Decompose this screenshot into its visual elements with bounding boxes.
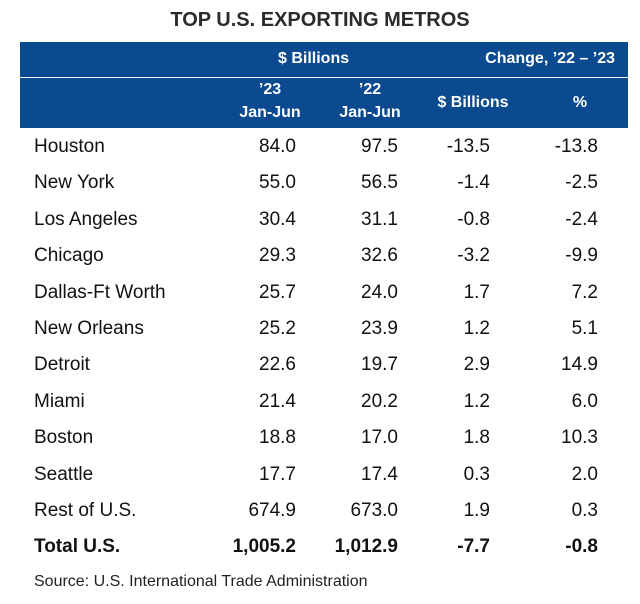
- change-billions: 1.2: [463, 390, 490, 412]
- value-2023: 30.4: [259, 208, 296, 230]
- header-col2-period: Jan-Jun: [339, 104, 401, 121]
- change-billions: 1.8: [463, 427, 490, 449]
- change-billions: -0.8: [457, 208, 490, 230]
- total-change-pct: -0.8: [565, 536, 598, 557]
- table-row: Detroit 22.6 19.7 2.9 14.9: [0, 350, 640, 380]
- header-change-pct: %: [572, 94, 588, 111]
- change-pct: 10.3: [561, 427, 598, 449]
- value-2022: 673.0: [350, 500, 398, 521]
- value-2023: 29.3: [259, 245, 296, 267]
- value-2022: 23.9: [361, 318, 398, 339]
- header-col2-year: ’22: [358, 81, 382, 98]
- value-2023: 17.7: [259, 463, 296, 485]
- value-2023: 55.0: [259, 172, 296, 194]
- value-2022: 20.2: [361, 390, 398, 412]
- change-pct: -9.9: [565, 245, 598, 267]
- change-billions: 1.2: [463, 318, 490, 339]
- table-row: Boston 18.8 17.0 1.8 10.3: [0, 423, 640, 453]
- source-note: Source: U.S. International Trade Adminis…: [34, 573, 368, 590]
- table-row: Los Angeles 30.4 31.1 -0.8 -2.4: [0, 205, 640, 235]
- header-column-row: ’23 Jan-Jun ’22 Jan-Jun $ Billions %: [20, 78, 628, 128]
- value-2022: 97.5: [361, 136, 398, 157]
- change-billions: -1.4: [457, 172, 490, 194]
- change-pct: 6.0: [571, 390, 598, 412]
- value-2022: 17.4: [361, 463, 398, 485]
- table-row: New Orleans 25.2 23.9 1.2 5.1: [0, 314, 640, 344]
- total-metro: Total U.S.: [34, 536, 121, 557]
- header-group-change: Change, ’22 – ’23: [485, 50, 615, 67]
- value-2023: 25.7: [259, 281, 296, 303]
- header-group-row: $ Billions Change, ’22 – ’23: [20, 42, 628, 77]
- total-row: Total U.S. 1,005.2 1,012.9 -7.7 -0.8: [0, 532, 640, 562]
- metro-name: Seattle: [34, 463, 94, 485]
- total-2022: 1,012.9: [334, 536, 398, 557]
- change-pct: 5.1: [571, 318, 598, 339]
- header-col1-period: Jan-Jun: [239, 104, 301, 121]
- change-pct: -13.8: [554, 136, 598, 157]
- change-billions: 1.9: [463, 500, 490, 521]
- value-2023: 18.8: [259, 427, 296, 449]
- change-pct: 0.3: [571, 500, 598, 521]
- change-pct: -2.4: [565, 208, 598, 230]
- total-2023: 1,005.2: [232, 536, 296, 557]
- value-2023: 25.2: [259, 318, 296, 339]
- change-pct: 14.9: [561, 354, 598, 376]
- change-billions: 2.9: [463, 354, 490, 376]
- metro-name: New York: [34, 172, 115, 194]
- change-pct: 7.2: [571, 281, 598, 303]
- header-col1-year: ’23: [258, 81, 282, 98]
- value-2022: 32.6: [361, 245, 398, 267]
- table-row: Seattle 17.7 17.4 0.3 2.0: [0, 460, 640, 490]
- table-row: Miami 21.4 20.2 1.2 6.0: [0, 387, 640, 417]
- change-pct: -2.5: [565, 172, 598, 194]
- header-change-billions: $ Billions: [437, 94, 509, 111]
- change-pct: 2.0: [571, 463, 598, 485]
- value-2023: 84.0: [259, 136, 296, 157]
- table-row: Dallas-Ft Worth 25.7 24.0 1.7 7.2: [0, 278, 640, 308]
- value-2022: 17.0: [361, 427, 398, 449]
- table-row: Rest of U.S. 674.9 673.0 1.9 0.3: [0, 496, 640, 526]
- table-row: New York 55.0 56.5 -1.4 -2.5: [0, 168, 640, 198]
- value-2022: 19.7: [361, 354, 398, 376]
- metro-name: Dallas-Ft Worth: [34, 281, 166, 303]
- change-billions: 0.3: [463, 463, 490, 485]
- change-billions: 1.7: [463, 281, 490, 303]
- metro-name: Los Angeles: [34, 208, 138, 230]
- change-billions: -13.5: [446, 136, 490, 157]
- value-2023: 22.6: [259, 354, 296, 376]
- value-2022: 24.0: [361, 281, 398, 303]
- value-2022: 56.5: [361, 172, 398, 194]
- total-change-billions: -7.7: [457, 536, 490, 557]
- header-group-billions: $ Billions: [278, 50, 350, 67]
- metro-name: Miami: [34, 390, 85, 412]
- metro-name: Boston: [34, 427, 94, 449]
- metro-name: Chicago: [34, 245, 104, 267]
- table-title: TOP U.S. EXPORTING METROS: [170, 9, 470, 31]
- table-row: Houston 84.0 97.5 -13.5 -13.8: [0, 132, 640, 162]
- metro-name: New Orleans: [34, 318, 144, 339]
- change-billions: -3.2: [457, 245, 490, 267]
- value-2023: 674.9: [248, 500, 296, 521]
- value-2022: 31.1: [361, 208, 398, 230]
- value-2023: 21.4: [259, 390, 296, 412]
- table-row: Chicago 29.3 32.6 -3.2 -9.9: [0, 241, 640, 271]
- metro-name: Houston: [34, 136, 105, 157]
- metro-name: Detroit: [34, 354, 90, 376]
- metro-name: Rest of U.S.: [34, 500, 137, 521]
